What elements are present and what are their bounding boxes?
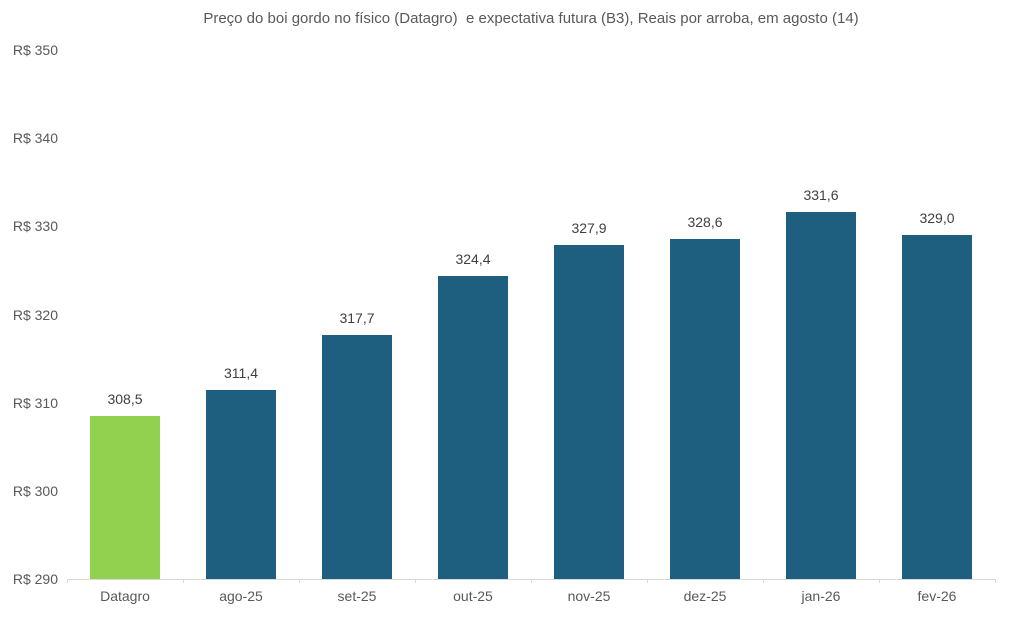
y-axis-tick-label: R$ 330 <box>12 218 58 235</box>
chart-title: Preço do boi gordo no físico (Datagro) e… <box>203 10 859 27</box>
bar-value-label: 308,5 <box>107 390 143 407</box>
bar <box>786 212 856 579</box>
x-axis-tick-mark <box>415 579 416 583</box>
x-axis-category-label: dez-25 <box>683 588 727 604</box>
y-axis-tick-label: R$ 340 <box>12 130 58 147</box>
x-axis-category-label: set-25 <box>337 588 377 604</box>
x-axis-category-label: Datagro <box>100 588 150 604</box>
bar-value-label: 311,4 <box>224 365 258 382</box>
y-axis-tick-label: R$ 320 <box>12 306 58 323</box>
bar <box>322 334 392 579</box>
bar-value-label: 331,6 <box>803 187 839 204</box>
bar-value-label: 329,0 <box>919 210 955 227</box>
x-axis-category-label: jan-26 <box>801 588 841 604</box>
x-axis-tick-mark <box>879 579 880 583</box>
x-axis-tick-mark <box>647 579 648 583</box>
y-axis-tick-label: R$ 300 <box>12 482 58 499</box>
x-axis-category-label: nov-25 <box>567 588 611 604</box>
y-axis-tick-label: R$ 290 <box>12 571 58 587</box>
x-axis-category-label: out-25 <box>453 588 493 604</box>
x-axis-tick-mark <box>67 579 68 583</box>
x-axis-tick-mark <box>183 579 184 583</box>
bar-value-label: 324,4 <box>455 250 491 267</box>
bar <box>670 238 740 579</box>
bar <box>902 235 972 579</box>
bar <box>438 275 508 579</box>
bar-value-label: 317,7 <box>339 309 375 326</box>
bar-value-label: 328,6 <box>687 213 723 230</box>
bar <box>206 390 276 579</box>
x-axis-category-label: fev-26 <box>917 588 957 604</box>
x-axis-tick-mark <box>299 579 300 583</box>
x-axis-tick-mark <box>531 579 532 583</box>
bar-value-label: 327,9 <box>571 219 607 236</box>
bar <box>554 244 624 579</box>
x-axis-tick-mark <box>763 579 764 583</box>
y-axis-tick-label: R$ 350 <box>12 42 58 58</box>
bar <box>90 415 160 579</box>
x-axis-category-label: ago-25 <box>219 588 263 604</box>
y-axis-tick-label: R$ 310 <box>12 394 58 411</box>
x-axis-tick-mark <box>995 579 996 583</box>
